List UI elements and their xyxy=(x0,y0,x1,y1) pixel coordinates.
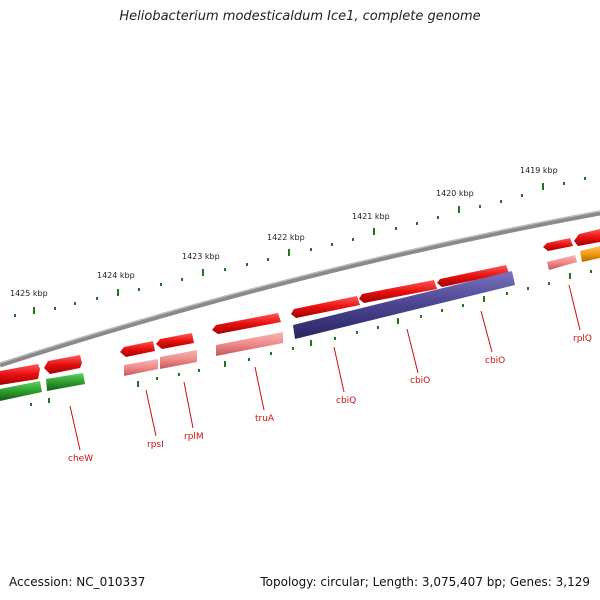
cds-rev-4 xyxy=(547,255,577,270)
gene-labels: cheW rpsI rplM truA cbiQ cbiO cbiO rplQ xyxy=(68,334,592,464)
cds-right-fwd xyxy=(574,229,600,246)
cds-rplM2-fwd xyxy=(156,333,194,349)
cds-cbiO1-fwd xyxy=(359,280,437,303)
gene-leader-lines xyxy=(69,284,581,451)
reverse-cds-track xyxy=(124,255,577,376)
scale-label-1424: 1424 kbp xyxy=(97,271,135,280)
cds-rplM-fwd xyxy=(120,341,155,357)
map-title: Heliobacterium modesticaldum Ice1, compl… xyxy=(119,9,481,24)
cds-cbiO2-fwd xyxy=(437,265,509,287)
green-feature-2 xyxy=(46,373,85,391)
inner-scale-ticks xyxy=(30,270,592,406)
cds-rplQ-fwd xyxy=(543,238,573,251)
cds-rpsI-fwd xyxy=(44,355,82,374)
scale-label-1421: 1421 kbp xyxy=(352,212,390,221)
cds-rev-2 xyxy=(160,350,197,369)
cds-rev-3 xyxy=(216,332,283,356)
green-feature-1 xyxy=(0,381,42,401)
scale-labels: 1425 kbp 1424 kbp 1423 kbp 1422 kbp 1421… xyxy=(10,166,558,298)
green-track xyxy=(0,373,85,401)
gene-label-truA: truA xyxy=(255,414,275,424)
gene-label-cheW: cheW xyxy=(68,454,93,464)
gene-label-rplM: rplM xyxy=(184,432,204,442)
scale-label-1422: 1422 kbp xyxy=(267,233,305,242)
scale-label-1425: 1425 kbp xyxy=(10,289,48,298)
gene-label-cbiO-1: cbiO xyxy=(410,376,430,386)
gene-label-cbiQ: cbiQ xyxy=(336,396,356,406)
purple-feature-1 xyxy=(293,271,515,339)
genome-summary: Topology: circular; Length: 3,075,407 bp… xyxy=(260,575,590,589)
cds-truA-fwd xyxy=(212,313,281,334)
gene-label-rpsI: rpsI xyxy=(147,440,164,450)
gene-label-cbiO-2: cbiO xyxy=(485,356,505,366)
gene-label-rplQ: rplQ xyxy=(573,334,592,344)
accession-label: Accession: NC_010337 xyxy=(9,575,146,589)
orange-track xyxy=(580,246,600,262)
cds-cheW-fwd xyxy=(0,364,40,385)
forward-cds-track xyxy=(0,229,600,385)
scale-label-1423: 1423 kbp xyxy=(182,252,220,261)
cds-rev-1 xyxy=(124,359,158,376)
genome-backbone xyxy=(0,210,600,368)
scale-label-1420: 1420 kbp xyxy=(436,189,474,198)
purple-track xyxy=(293,271,515,339)
orange-feature-1 xyxy=(580,246,600,262)
outer-scale-ticks xyxy=(14,177,586,317)
cds-cbiQ-fwd xyxy=(291,296,360,318)
scale-label-1419: 1419 kbp xyxy=(520,166,558,175)
